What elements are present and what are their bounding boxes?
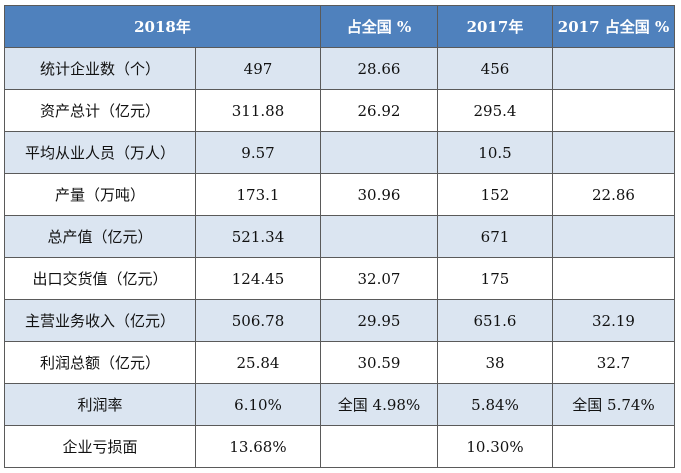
table-row: 利润总额（亿元） 25.84 30.59 38 32.7 bbox=[4, 341, 675, 384]
value-2017: 152 bbox=[437, 173, 553, 216]
table-row: 出口交货值（亿元） 124.45 32.07 175 bbox=[4, 257, 675, 300]
value-2017: 175 bbox=[437, 257, 553, 300]
value-2018: 506.78 bbox=[195, 299, 321, 342]
value-2018: 124.45 bbox=[195, 257, 321, 300]
value-2018: 497 bbox=[195, 47, 321, 90]
national-share-2018: 30.96 bbox=[320, 173, 438, 216]
national-share-2018 bbox=[320, 215, 438, 258]
national-share-2017 bbox=[552, 47, 675, 90]
value-2017: 5.84% bbox=[437, 383, 553, 426]
row-label: 利润率 bbox=[4, 383, 196, 426]
header-2017-national-share: 2017 占全国 % bbox=[552, 5, 675, 48]
national-share-2017 bbox=[552, 131, 675, 174]
national-share-2018: 26.92 bbox=[320, 89, 438, 132]
row-label: 企业亏损面 bbox=[4, 425, 196, 468]
value-2017: 295.4 bbox=[437, 89, 553, 132]
table-row: 统计企业数（个） 497 28.66 456 bbox=[4, 47, 675, 90]
national-share-2017: 32.7 bbox=[552, 341, 675, 384]
header-2017-year: 2017年 bbox=[437, 5, 553, 48]
value-2018: 13.68% bbox=[195, 425, 321, 468]
table-row: 资产总计（亿元） 311.88 26.92 295.4 bbox=[4, 89, 675, 132]
table-row: 产量（万吨） 173.1 30.96 152 22.86 bbox=[4, 173, 675, 216]
national-share-2017 bbox=[552, 89, 675, 132]
national-share-2018: 28.66 bbox=[320, 47, 438, 90]
row-label: 资产总计（亿元） bbox=[4, 89, 196, 132]
value-2018: 173.1 bbox=[195, 173, 321, 216]
row-label: 统计企业数（个） bbox=[4, 47, 196, 90]
value-2018: 311.88 bbox=[195, 89, 321, 132]
national-share-2018: 30.59 bbox=[320, 341, 438, 384]
value-2017: 10.30% bbox=[437, 425, 553, 468]
value-2018: 521.34 bbox=[195, 215, 321, 258]
national-share-2017 bbox=[552, 425, 675, 468]
row-label: 主营业务收入（亿元） bbox=[4, 299, 196, 342]
row-label: 平均从业人员（万人） bbox=[4, 131, 196, 174]
national-share-2017: 32.19 bbox=[552, 299, 675, 342]
table-row: 主营业务收入（亿元） 506.78 29.95 651.6 32.19 bbox=[4, 299, 675, 342]
statistics-table: 2018年 占全国 % 2017年 2017 占全国 % 统计企业数（个） 497… bbox=[4, 5, 675, 468]
national-share-2018: 29.95 bbox=[320, 299, 438, 342]
value-2018: 6.10% bbox=[195, 383, 321, 426]
row-label: 出口交货值（亿元） bbox=[4, 257, 196, 300]
value-2017: 651.6 bbox=[437, 299, 553, 342]
value-2018: 25.84 bbox=[195, 341, 321, 384]
value-2017: 456 bbox=[437, 47, 553, 90]
header-row: 2018年 占全国 % 2017年 2017 占全国 % bbox=[4, 5, 675, 48]
national-share-2017 bbox=[552, 257, 675, 300]
row-label: 总产值（亿元） bbox=[4, 215, 196, 258]
header-2018-national-share: 占全国 % bbox=[320, 5, 438, 48]
value-2017: 10.5 bbox=[437, 131, 553, 174]
table-row: 利润率 6.10% 全国 4.98% 5.84% 全国 5.74% bbox=[4, 383, 675, 426]
value-2017: 38 bbox=[437, 341, 553, 384]
table-row: 平均从业人员（万人） 9.57 10.5 bbox=[4, 131, 675, 174]
national-share-2018 bbox=[320, 425, 438, 468]
national-share-2018 bbox=[320, 131, 438, 174]
header-2018-year: 2018年 bbox=[4, 5, 321, 48]
national-share-2017 bbox=[552, 215, 675, 258]
row-label: 利润总额（亿元） bbox=[4, 341, 196, 384]
table-row: 企业亏损面 13.68% 10.30% bbox=[4, 425, 675, 468]
value-2018: 9.57 bbox=[195, 131, 321, 174]
row-label: 产量（万吨） bbox=[4, 173, 196, 216]
national-share-2018: 32.07 bbox=[320, 257, 438, 300]
national-share-2017: 22.86 bbox=[552, 173, 675, 216]
value-2017: 671 bbox=[437, 215, 553, 258]
national-share-2017: 全国 5.74% bbox=[552, 383, 675, 426]
national-share-2018: 全国 4.98% bbox=[320, 383, 438, 426]
table-row: 总产值（亿元） 521.34 671 bbox=[4, 215, 675, 258]
